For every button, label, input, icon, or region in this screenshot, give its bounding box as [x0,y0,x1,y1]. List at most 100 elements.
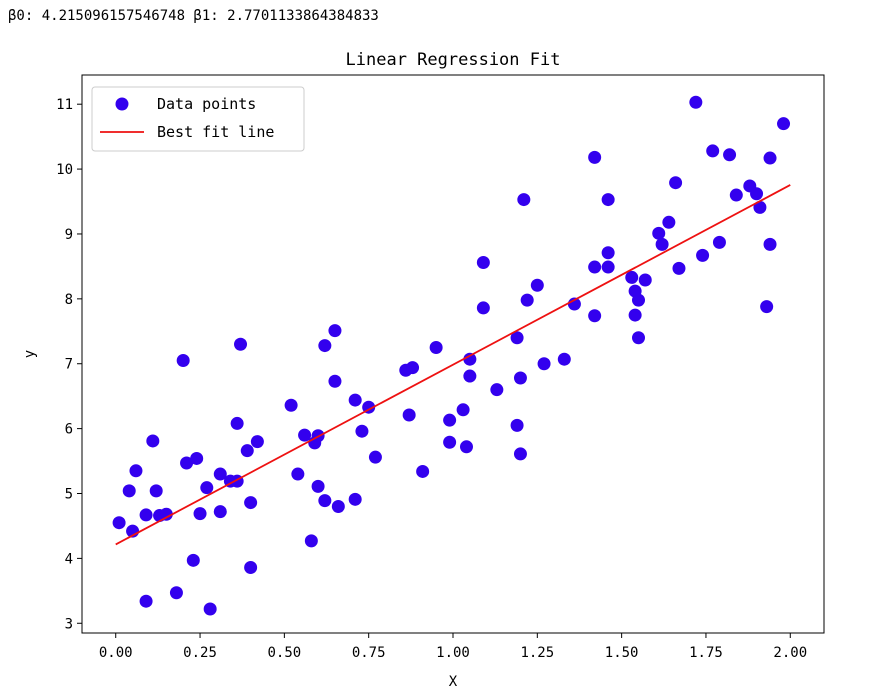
x-tick-label: 1.50 [605,645,639,661]
data-point [537,357,551,371]
data-point [328,324,342,338]
data-point [402,408,416,422]
data-point [429,341,443,355]
data-point [628,308,642,322]
data-point [513,371,527,385]
legend: Data points Best fit line [91,86,305,152]
data-point [240,444,254,458]
data-point [348,492,362,506]
data-point [706,144,720,158]
data-point [146,434,160,448]
data-point [763,237,777,251]
data-point [689,95,703,109]
chart-title: Linear Regression Fit [346,50,561,70]
data-point [200,481,214,495]
legend-label-line: Best fit line [157,123,274,141]
y-tick-label: 5 [65,487,73,503]
x-axis: 0.00 0.25 0.50 0.75 1.00 1.25 1.50 1.75 2.00 [99,633,807,661]
data-point [443,435,457,449]
data-point [632,331,645,345]
data-point [662,215,676,229]
data-point [328,374,342,388]
data-point [513,447,527,461]
data-point [291,467,305,481]
data-point [588,309,602,323]
data-point [355,424,369,438]
data-point [476,256,490,270]
x-tick-label: 0.25 [183,645,217,661]
data-point [490,383,504,397]
x-tick-label: 0.00 [99,645,133,661]
data-point [406,361,420,375]
data-point [112,516,126,530]
data-point [244,496,258,510]
data-point [517,193,531,207]
data-point [190,451,204,465]
data-point [463,352,477,366]
data-point [203,602,217,616]
y-axis-label: y [22,350,38,358]
data-point [530,278,544,292]
data-point [230,416,244,430]
x-tick-label: 1.25 [520,645,554,661]
data-point [459,440,473,454]
data-point [520,293,534,307]
data-point [760,300,774,314]
data-point [669,176,683,190]
y-tick-label: 6 [65,422,73,438]
data-point [176,353,190,367]
data-point [348,393,362,407]
data-point [129,464,143,478]
data-point [753,200,767,214]
data-point [139,508,153,522]
data-point [476,301,490,315]
y-tick-label: 9 [65,227,73,243]
data-point [601,260,615,274]
plot-area [112,95,791,616]
data-point [318,339,332,353]
data-point [250,435,264,449]
legend-label-scatter: Data points [157,95,256,113]
data-point [510,331,524,345]
y-tick-label: 10 [56,162,73,178]
data-point [632,293,645,307]
data-point [318,494,332,508]
x-tick-label: 0.75 [352,645,386,661]
y-axis: 3 4 5 6 7 8 9 10 11 [56,97,82,632]
x-tick-label: 2.00 [773,645,807,661]
data-point [139,594,153,608]
data-point [638,273,652,287]
data-point [696,248,710,262]
data-point [652,226,666,240]
data-point [244,560,258,574]
data-point [284,398,298,412]
data-point [723,148,737,162]
data-point [777,117,791,131]
data-point [655,237,669,251]
data-point [416,464,430,478]
data-point [169,586,183,600]
data-point [193,507,207,521]
legend-scatter-marker [115,97,129,111]
data-point [122,484,136,498]
data-point [304,534,318,548]
x-axis-label: X [449,674,458,690]
data-point [213,505,227,519]
data-point [234,337,248,351]
data-point [750,187,764,201]
fit-line [115,184,791,546]
data-point [588,150,602,164]
data-point [557,352,571,366]
y-tick-label: 4 [65,551,73,567]
y-tick-label: 11 [56,97,73,113]
y-tick-label: 3 [65,616,73,632]
x-tick-label: 1.00 [436,645,470,661]
data-point [368,450,382,464]
data-point [186,553,200,567]
x-tick-label: 0.50 [268,645,302,661]
data-point [625,270,639,284]
data-point [588,260,602,274]
data-point [463,369,477,383]
legend-box [91,86,305,152]
